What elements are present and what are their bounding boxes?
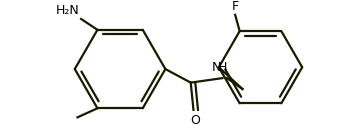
Text: O: O bbox=[190, 114, 200, 127]
Text: N: N bbox=[212, 62, 221, 75]
Text: H: H bbox=[218, 62, 227, 75]
Text: F: F bbox=[232, 0, 239, 13]
Text: H₂N: H₂N bbox=[55, 4, 79, 17]
